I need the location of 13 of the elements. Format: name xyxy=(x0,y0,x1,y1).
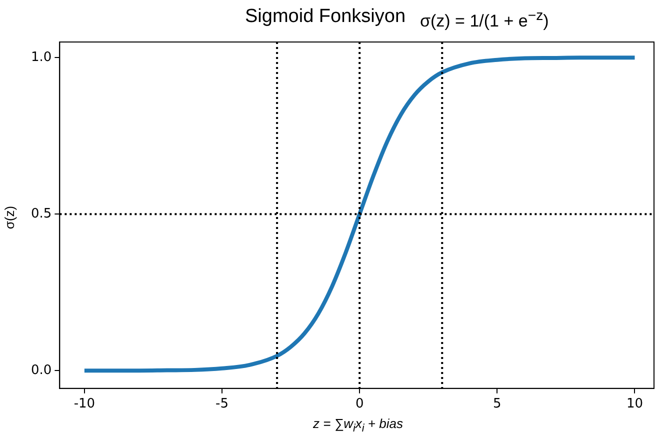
x-tick-label: 10 xyxy=(626,396,644,412)
chart-title: Sigmoid Fonksiyon xyxy=(245,6,406,28)
x-tick-label: -10 xyxy=(74,396,96,412)
y-tick-label: 0.5 xyxy=(30,206,52,222)
x-tick-label: -5 xyxy=(216,396,228,412)
x-tick-label: 0 xyxy=(355,396,364,412)
y-tick-label: 0.0 xyxy=(30,362,52,378)
y-tick-label: 1.0 xyxy=(30,50,52,66)
x-tick-label: 5 xyxy=(493,396,502,412)
y-axis-title: σ(z) xyxy=(2,206,18,230)
x-axis-title: z = ∑w$_{i}$x$_{i}$ + bias xyxy=(312,416,404,435)
text: σ(z) = 1/(1 + e$^{−z}$) xyxy=(420,8,549,32)
line-series xyxy=(82,56,637,373)
